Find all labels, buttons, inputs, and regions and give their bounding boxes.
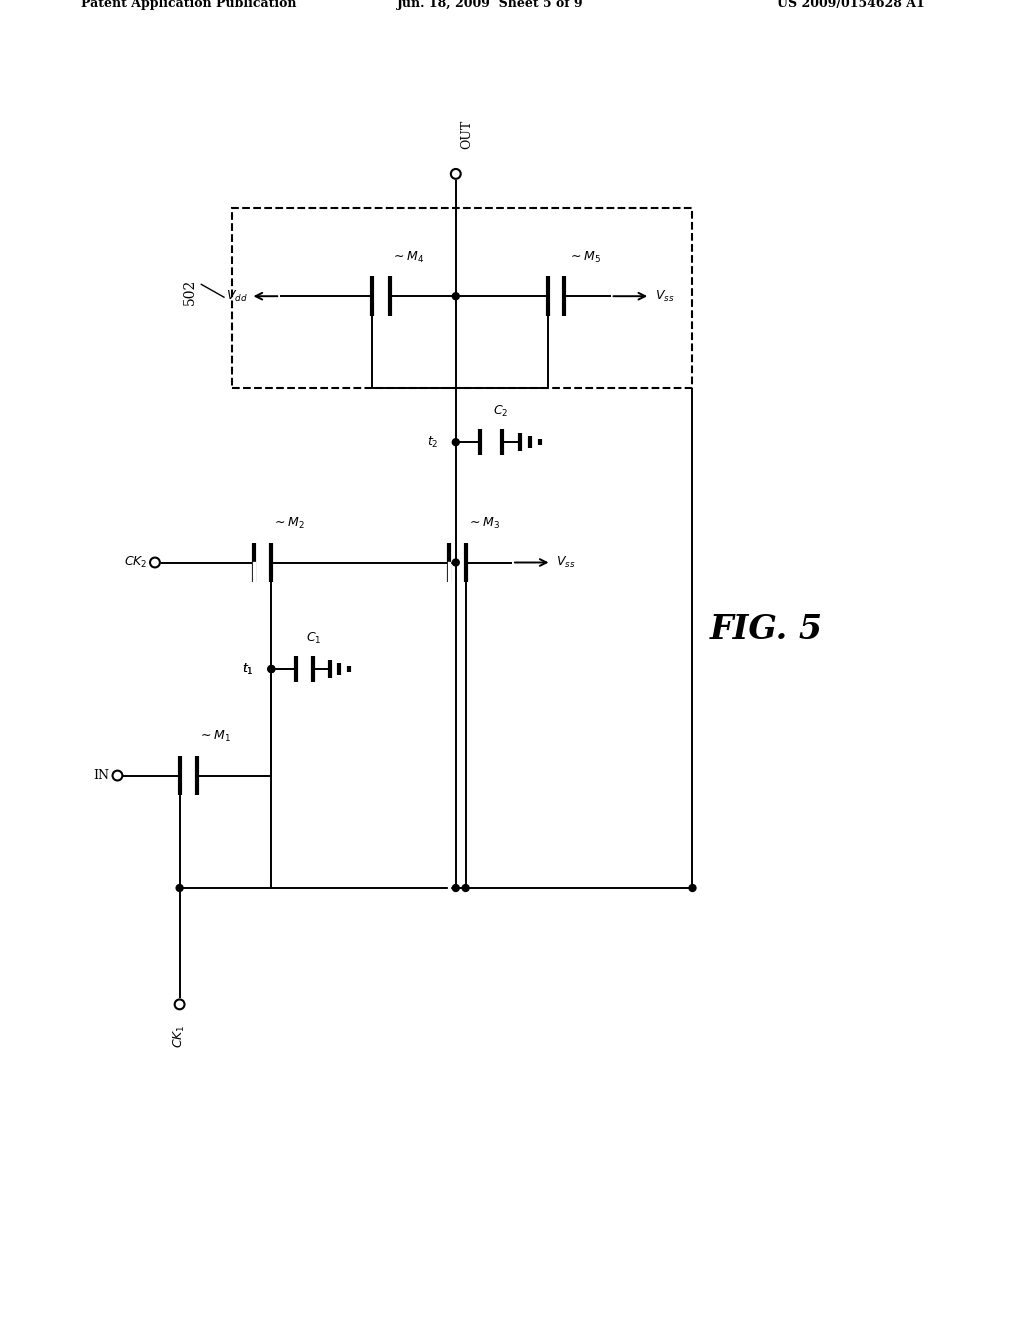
Text: $V_{ss}$: $V_{ss}$ (655, 289, 675, 304)
Text: Patent Application Publication: Patent Application Publication (81, 0, 297, 9)
Text: $CK_1$: $CK_1$ (172, 1024, 187, 1048)
Text: $V_{ss}$: $V_{ss}$ (556, 554, 575, 570)
Circle shape (689, 884, 696, 891)
Text: $t_1$: $t_1$ (242, 661, 254, 677)
Text: $CK_2$: $CK_2$ (124, 554, 147, 570)
Circle shape (462, 884, 469, 891)
Circle shape (176, 884, 183, 891)
Circle shape (151, 557, 160, 568)
Circle shape (113, 771, 123, 780)
Text: $t_2$: $t_2$ (427, 434, 438, 450)
Text: FIG. 5: FIG. 5 (710, 612, 823, 645)
Text: OUT: OUT (461, 120, 474, 149)
Text: $C_2$: $C_2$ (494, 404, 509, 420)
Circle shape (453, 293, 459, 300)
Circle shape (175, 999, 184, 1010)
Text: $\sim M_4$: $\sim M_4$ (391, 249, 424, 264)
Text: $\sim M_1$: $\sim M_1$ (199, 729, 231, 744)
Circle shape (268, 665, 274, 672)
Text: US 2009/0154628 A1: US 2009/0154628 A1 (776, 0, 925, 9)
Text: Jun. 18, 2009  Sheet 5 of 9: Jun. 18, 2009 Sheet 5 of 9 (397, 0, 584, 9)
Circle shape (453, 884, 459, 891)
Text: $t_1$: $t_1$ (242, 661, 254, 677)
Circle shape (451, 169, 461, 178)
Text: 502: 502 (182, 279, 197, 305)
Text: IN: IN (93, 770, 110, 781)
Circle shape (453, 438, 459, 446)
Text: $V_{dd}$: $V_{dd}$ (226, 289, 248, 304)
Text: $\sim M_2$: $\sim M_2$ (272, 516, 305, 531)
Text: $C_1$: $C_1$ (306, 631, 322, 647)
Text: $\sim M_5$: $\sim M_5$ (567, 249, 601, 264)
Circle shape (268, 665, 274, 672)
Circle shape (453, 560, 459, 566)
Bar (231, 209, 692, 388)
Text: $\sim M_3$: $\sim M_3$ (467, 516, 500, 531)
